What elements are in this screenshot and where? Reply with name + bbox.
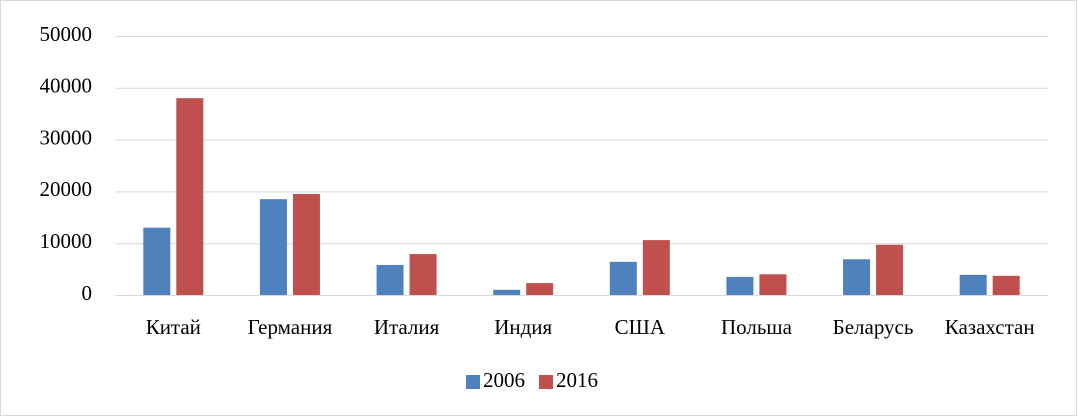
y-tick-label: 50000 xyxy=(40,22,93,46)
bar xyxy=(176,98,204,295)
legend-swatch xyxy=(539,375,553,389)
y-tick-label: 30000 xyxy=(40,125,93,149)
x-tick-label: Италия xyxy=(374,315,440,339)
legend-label: 2016 xyxy=(556,368,598,392)
x-tick-label: Беларусь xyxy=(833,315,914,339)
bar xyxy=(959,274,987,295)
legend-swatch xyxy=(466,375,480,389)
legend-label: 2006 xyxy=(483,368,525,392)
bar xyxy=(376,264,404,295)
bar xyxy=(259,199,287,295)
y-tick-label: 0 xyxy=(82,281,93,305)
bar xyxy=(609,261,637,295)
bar xyxy=(992,275,1020,295)
bar xyxy=(642,240,670,295)
x-tick-label: Китай xyxy=(146,315,201,339)
bar xyxy=(409,254,437,295)
x-tick-label: Польша xyxy=(721,315,793,339)
x-tick-label: Германия xyxy=(248,315,333,339)
bar xyxy=(526,283,554,295)
bar xyxy=(143,227,171,295)
bar xyxy=(876,244,904,295)
bar xyxy=(843,259,871,295)
bar xyxy=(726,276,754,295)
y-tick-label: 40000 xyxy=(40,74,93,98)
y-tick-label: 20000 xyxy=(40,177,93,201)
x-tick-label: Казахстан xyxy=(945,315,1035,339)
bar xyxy=(493,289,521,295)
bar xyxy=(759,274,787,295)
x-tick-label: Индия xyxy=(494,315,552,339)
x-tick-label: США xyxy=(615,315,666,339)
bar xyxy=(292,193,320,295)
y-tick-label: 10000 xyxy=(40,229,93,253)
